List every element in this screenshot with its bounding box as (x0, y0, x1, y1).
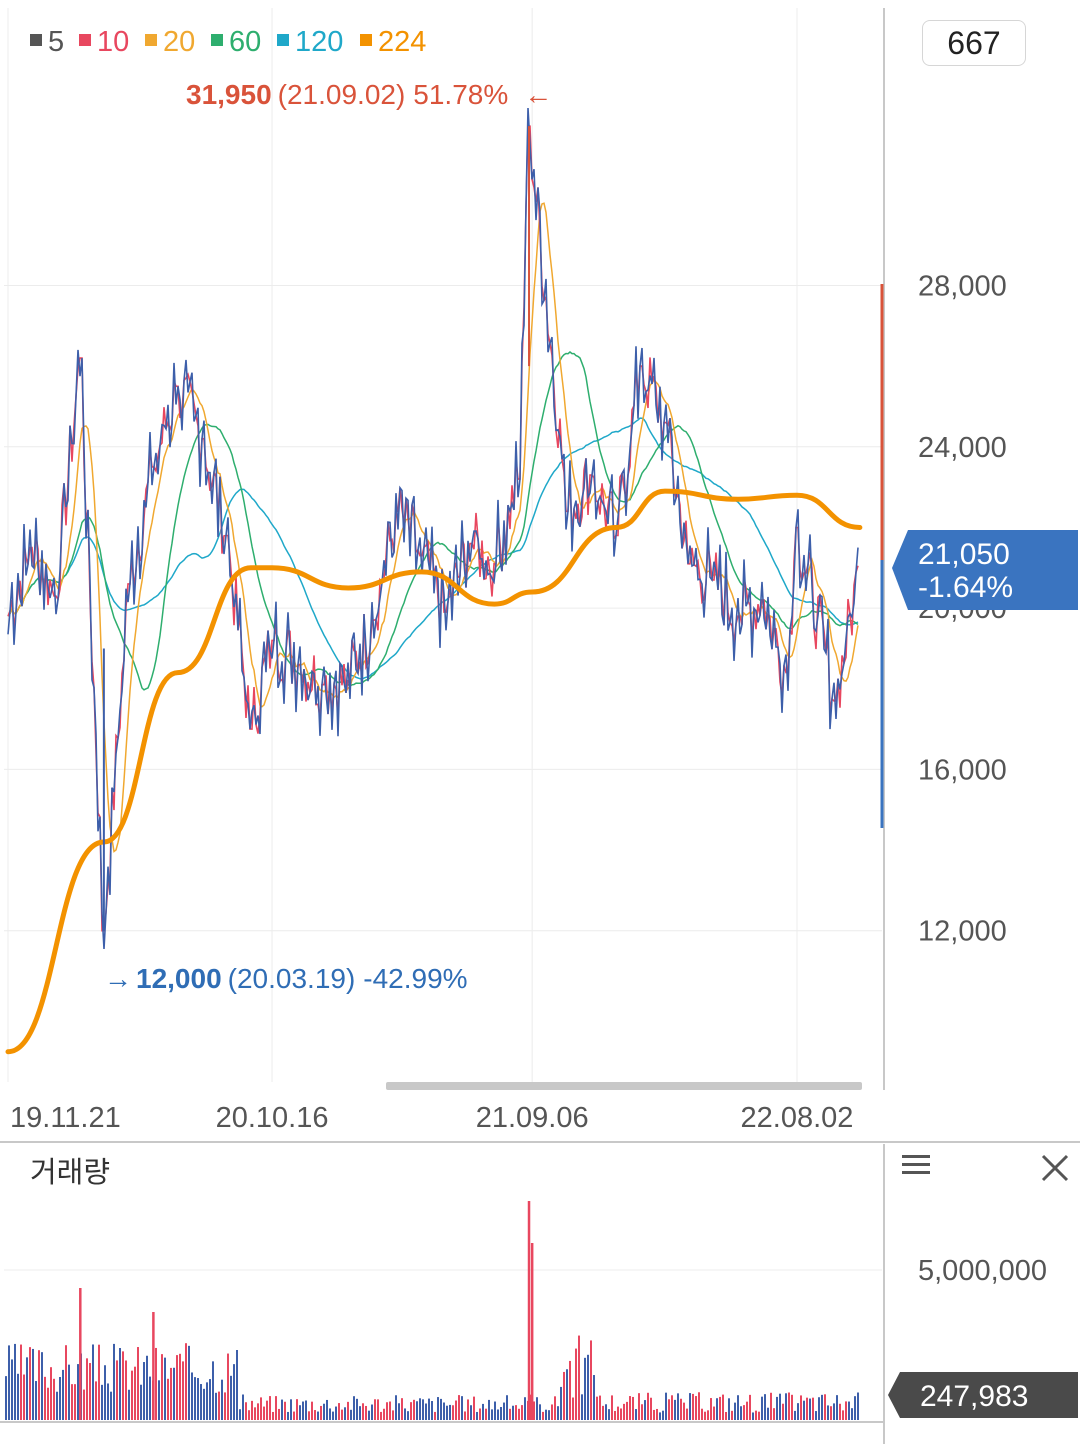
legend: 5 10 20 60 120 224 (30, 26, 426, 58)
ma-120-line (7, 417, 859, 680)
y-tick-label: 24,000 (918, 432, 1007, 464)
legend-swatch (30, 34, 42, 46)
legend-swatch (277, 34, 289, 46)
hamburger-menu-icon[interactable] (900, 1148, 932, 1188)
price-y-axis: 12,00016,00020,00024,00028,00021,050-1.6… (892, 270, 1078, 948)
x-axis: 19.11.21 20.10.16 21.09.06 22.08.02 (10, 1102, 853, 1134)
high-date: (21.09.02) (278, 79, 406, 110)
volume-title: 거래량 (30, 1157, 110, 1189)
high-annotation: 31,950 (21.09.02) 51.78% ← (186, 79, 552, 110)
y-tick-label: 12,000 (918, 916, 1007, 948)
volume-panel: 거래량 5,000,000 247,983 (4, 1157, 1078, 1420)
legend-swatch (79, 34, 91, 46)
candle-count-box[interactable]: 667 (922, 20, 1026, 66)
x-tick-label: 19.11.21 (10, 1102, 121, 1134)
legend-label: 60 (229, 26, 261, 58)
legend-label: 120 (295, 26, 343, 58)
low-annotation: → 12,000 (20.03.19) -42.99% (104, 963, 468, 994)
y-tick-label: 28,000 (918, 270, 1007, 302)
x-tick-label: 20.10.16 (216, 1102, 329, 1134)
y-tick-label: 16,000 (918, 754, 1007, 786)
x-tick-label: 22.08.02 (741, 1102, 854, 1134)
close-icon[interactable] (1040, 1150, 1070, 1190)
candle-count: 667 (947, 24, 1001, 61)
current-price: 21,050 (918, 538, 1010, 571)
chart-scrollbar[interactable] (386, 1082, 862, 1090)
legend-label: 10 (97, 26, 129, 58)
legend-swatch (211, 34, 223, 46)
x-tick-label: 21.09.06 (476, 1102, 589, 1134)
current-change: -1.64% (918, 571, 1013, 604)
legend-label: 20 (163, 26, 195, 58)
high-price: 31,950 (186, 79, 272, 110)
price-line-blue (7, 107, 859, 949)
low-arrow: → (104, 963, 132, 994)
current-volume: 247,983 (920, 1380, 1028, 1413)
high-pct: 51.78% (413, 79, 508, 110)
legend-label: 5 (48, 26, 64, 58)
high-arrow: ← (524, 79, 552, 110)
current-volume-badge (888, 1372, 1078, 1418)
price-series (5, 107, 863, 1055)
legend-swatch (360, 34, 372, 46)
legend-swatch (145, 34, 157, 46)
low-pct: -42.99% (363, 963, 467, 994)
ma-224-line (5, 488, 863, 1055)
annotations: 31,950 (21.09.02) 51.78% ← → 12,000 (20.03.19)… (104, 79, 552, 994)
price-line-red (7, 125, 859, 932)
ma-20-line (7, 202, 859, 853)
low-date: (20.03.19) (228, 963, 356, 994)
low-price: 12,000 (136, 963, 222, 994)
current-price-badge (892, 530, 1078, 610)
legend-label: 224 (378, 26, 426, 58)
volume-tick-label: 5,000,000 (918, 1255, 1047, 1287)
